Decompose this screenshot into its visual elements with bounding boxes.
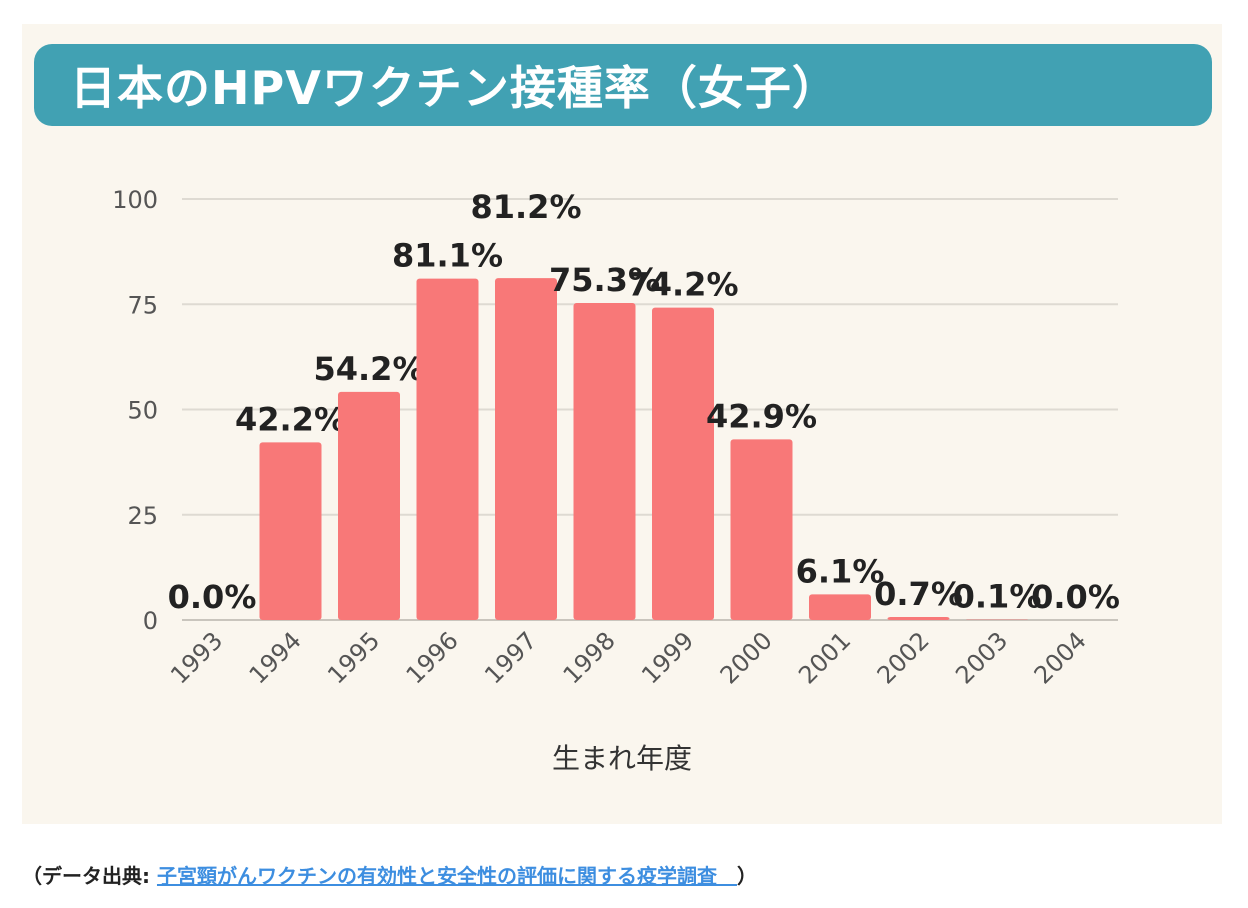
data-label: 42.9% (706, 397, 817, 435)
x-tick-label: 2002 (872, 626, 935, 689)
y-tick-label: 75 (127, 291, 158, 319)
y-tick-label: 0 (143, 607, 158, 635)
data-label: 0.7% (874, 575, 963, 613)
source-note: （データ出典: 子宮頸がんワクチンの有効性と安全性の評価に関する疫学調査 ） (22, 860, 757, 889)
x-tick-label: 1995 (322, 626, 385, 689)
data-label: 0.1% (953, 578, 1042, 616)
chart-title: 日本のHPVワクチン接種率（女子） (70, 61, 839, 115)
source-prefix: （データ出典: (22, 864, 157, 888)
x-tick-label: 1996 (401, 626, 464, 689)
x-tick-label: 2004 (1029, 626, 1092, 689)
y-tick-label: 100 (112, 186, 158, 214)
data-label: 54.2% (313, 350, 424, 388)
x-tick-label: 2003 (950, 626, 1013, 689)
x-tick-label: 1997 (479, 626, 542, 689)
x-tick-label: 1998 (558, 626, 621, 689)
title-banner: 日本のHPVワクチン接種率（女子） (34, 44, 1212, 126)
source-link[interactable]: 子宮頸がんワクチンの有効性と安全性の評価に関する疫学調査 (156, 864, 737, 888)
bar (416, 278, 479, 620)
bar (573, 302, 636, 620)
x-tick-label: 1993 (165, 626, 228, 689)
data-label: 75.3% (549, 261, 660, 299)
bar (809, 594, 871, 620)
x-tick-label: 1999 (636, 626, 699, 689)
data-label: 0.0% (1031, 578, 1120, 616)
data-label: 74.2% (627, 266, 738, 304)
y-tick-label: 25 (127, 502, 158, 530)
bar (259, 442, 322, 620)
bar (730, 439, 793, 620)
data-label: 42.2% (235, 400, 346, 438)
bar (887, 617, 950, 620)
data-label: 6.1% (796, 552, 885, 590)
y-tick-label: 50 (127, 397, 158, 425)
x-axis-label: 生まれ年度 (552, 742, 692, 775)
bar (338, 391, 400, 620)
data-label: 81.1% (392, 237, 503, 275)
bar (495, 278, 557, 620)
x-tick-label: 1994 (244, 626, 307, 689)
source-suffix: ） (736, 864, 757, 888)
data-label: 0.0% (168, 578, 257, 616)
x-tick-label: 2000 (715, 626, 778, 689)
bar (652, 307, 714, 620)
x-tick-label: 2001 (793, 626, 856, 689)
chart-card: 日本のHPVワクチン接種率（女子） (22, 24, 1222, 824)
data-label: 81.2% (470, 188, 581, 226)
